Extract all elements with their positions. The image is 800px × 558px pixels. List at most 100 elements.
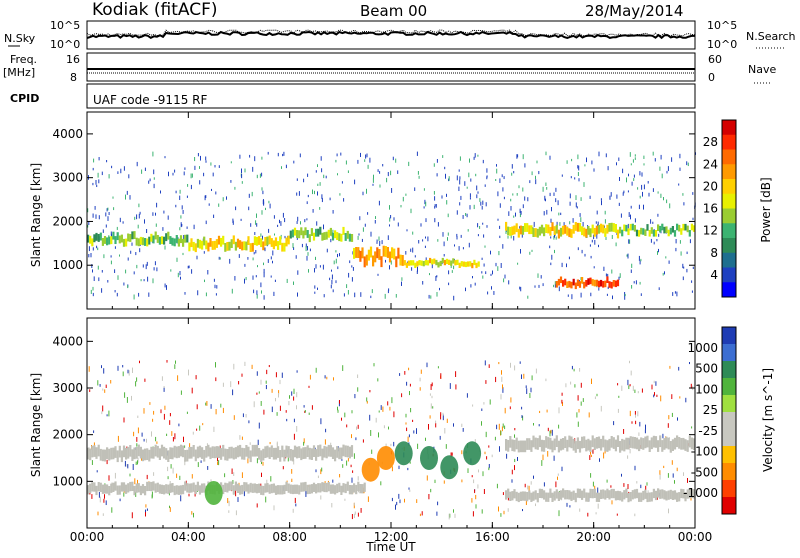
velocity-scatter-point — [170, 464, 172, 469]
velocity-scatter-point — [375, 417, 377, 423]
power-band-cell — [507, 226, 510, 236]
power-scatter-point — [431, 264, 433, 269]
power-scatter-point — [244, 168, 246, 173]
power-band-cell — [141, 237, 145, 246]
velocity-scatter-point — [653, 380, 655, 384]
power-scatter-point — [632, 159, 634, 163]
power-scatter-point — [418, 240, 420, 244]
ground-scatter-cell — [108, 486, 111, 496]
power-scatter-point — [179, 195, 181, 201]
freq-label: Freq. — [10, 53, 37, 66]
power-scatter-point — [263, 262, 264, 266]
power-scatter-point — [593, 168, 595, 172]
ground-scatter-cell — [150, 446, 153, 459]
velocity-scatter-point — [514, 365, 516, 371]
power-scatter-point — [312, 209, 314, 213]
ground-scatter-cell — [631, 436, 634, 449]
velocity-scatter-point — [405, 413, 407, 418]
ground-scatter-cell — [676, 435, 679, 448]
ground-scatter-cell — [595, 437, 598, 449]
velocity-scatter-point — [241, 472, 243, 478]
power-band-cell — [456, 259, 459, 265]
ground-scatter-cell — [97, 444, 100, 457]
power-band-cell — [429, 257, 432, 264]
ground-scatter-cell — [160, 444, 164, 457]
ground-scatter-cell — [139, 485, 142, 496]
power-band-cell — [616, 229, 620, 239]
power-scatter-point — [155, 223, 157, 227]
ground-scatter-cell — [663, 490, 666, 500]
nave-tick-bottom: 0 — [708, 71, 715, 84]
ground-scatter-cell — [106, 484, 109, 494]
power-scatter-point — [676, 291, 678, 297]
power-scatter-point — [591, 239, 593, 243]
power-colorbar-swatch — [722, 267, 736, 283]
velocity-scatter-point — [93, 430, 95, 433]
velocity-scatter-point — [308, 385, 310, 388]
velocity-scatter-point — [391, 397, 393, 404]
ground-scatter-cell — [247, 484, 250, 494]
power-scatter-point — [265, 207, 266, 211]
power-scatter-point — [446, 193, 447, 197]
ground-scatter-cell — [247, 446, 250, 459]
power-scatter-point — [554, 232, 555, 238]
ground-scatter-cell — [158, 448, 161, 460]
velocity-scatter-point — [346, 460, 348, 466]
power-band-cell — [110, 236, 113, 245]
power-scatter-point — [336, 153, 338, 157]
nsky-trace — [86, 30, 696, 40]
power-band-cell — [260, 238, 263, 248]
velocity-scatter-point — [558, 407, 560, 414]
ground-scatter-cell — [631, 490, 634, 500]
velocity-scatter-point — [303, 438, 305, 444]
power-scatter-point — [186, 195, 188, 198]
power-scatter-point — [436, 159, 438, 163]
velocity-scatter-point — [377, 378, 379, 382]
velocity-scatter-point — [565, 383, 567, 388]
power-band-cell — [671, 226, 674, 233]
velocity-colorbar-tick-label: 100 — [695, 382, 718, 396]
power-scatter-point — [542, 186, 544, 192]
power-scatter-point — [639, 281, 641, 285]
velocity-scatter-point — [474, 489, 476, 494]
power-scatter-point — [631, 181, 633, 186]
velocity-scatter-point — [407, 436, 409, 442]
power-scatter-point — [474, 282, 476, 286]
power-band-cell — [606, 224, 609, 234]
ground-scatter-cell — [251, 483, 254, 493]
power-scatter-point — [490, 250, 491, 255]
power-scatter-point — [280, 221, 282, 226]
power-scatter-point — [138, 213, 140, 219]
power-scatter-point — [196, 255, 198, 260]
velocity-scatter-point — [533, 475, 534, 479]
power-band-cell — [574, 222, 577, 231]
power-band-cell — [505, 221, 508, 231]
power-scatter-point — [423, 188, 425, 191]
power-band-cell — [357, 247, 360, 258]
ground-scatter-cell — [215, 446, 218, 458]
power-scatter-point — [459, 156, 461, 161]
ground-scatter-cell — [264, 446, 267, 458]
power-scatter-point — [367, 212, 369, 215]
ground-scatter-cell — [182, 445, 185, 458]
power-band-cell — [513, 225, 516, 235]
power-band-cell — [116, 232, 119, 241]
velocity-scatter-point — [528, 485, 530, 492]
power-scatter-point — [117, 275, 119, 280]
velocity-scatter-point — [139, 360, 140, 364]
velocity-scatter-point — [126, 446, 128, 449]
power-band-cell — [285, 237, 288, 247]
velocity-scatter-point — [628, 385, 630, 390]
power-band-cell — [551, 222, 554, 231]
power-scatter-point — [497, 266, 499, 271]
velocity-scatter-point — [151, 431, 152, 437]
velocity-colorbar-frame — [721, 326, 737, 515]
velocity-scatter-point — [443, 480, 445, 484]
power-scatter-point — [520, 211, 522, 215]
power-scatter-point — [408, 161, 410, 167]
velocity-scatter-point — [131, 395, 132, 401]
velocity-scatter-point — [288, 401, 290, 406]
ground-scatter-cell — [673, 437, 677, 450]
power-scatter-point — [629, 152, 631, 157]
velocity-scatter-point — [541, 460, 543, 466]
